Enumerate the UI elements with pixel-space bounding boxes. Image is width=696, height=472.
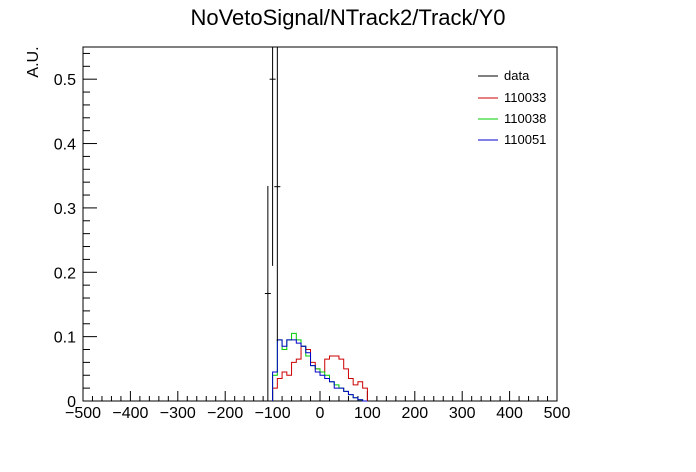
legend-label-110038: 110038 [504, 111, 546, 126]
x-tick-label: −200 [207, 405, 243, 422]
x-tick-label: 0 [316, 405, 325, 422]
x-tick-label: 400 [496, 405, 523, 422]
y-tick-label: 0.3 [54, 201, 76, 218]
x-tick-label: 100 [354, 405, 381, 422]
legend-label-110033: 110033 [504, 90, 546, 105]
legend-label-data: data [504, 68, 530, 83]
x-tick-label: −300 [160, 405, 196, 422]
x-tick-label: 200 [401, 405, 428, 422]
series-110051-histogram [272, 339, 368, 402]
y-tick-label: 0 [67, 394, 76, 411]
y-tick-label: 0.4 [54, 137, 76, 154]
legend: data 110033 110038 110051 [478, 68, 546, 147]
data-points [264, 47, 281, 401]
x-tick-label: −100 [255, 405, 291, 422]
y-tick-label: 0.1 [54, 330, 76, 347]
x-tick-label: −500 [65, 405, 101, 422]
x-tick-label: 500 [544, 405, 571, 422]
y-axis: 0 0.1 0.2 0.3 0.4 0.5 [54, 52, 97, 411]
chart-title: NoVetoSignal/NTrack2/Track/Y0 [190, 5, 505, 30]
x-tick-label: 300 [449, 405, 476, 422]
x-axis: −500 −400 −300 −200 −100 0 100 200 300 400 500 [65, 391, 570, 422]
y-tick-label: 0.5 [54, 72, 76, 89]
series-layer [272, 332, 368, 402]
x-tick-label: −400 [112, 405, 148, 422]
y-tick-label: 0.2 [54, 265, 76, 282]
legend-label-110051: 110051 [504, 132, 546, 147]
y-axis-label: A.U. [25, 46, 42, 77]
plot-frame [82, 46, 558, 402]
